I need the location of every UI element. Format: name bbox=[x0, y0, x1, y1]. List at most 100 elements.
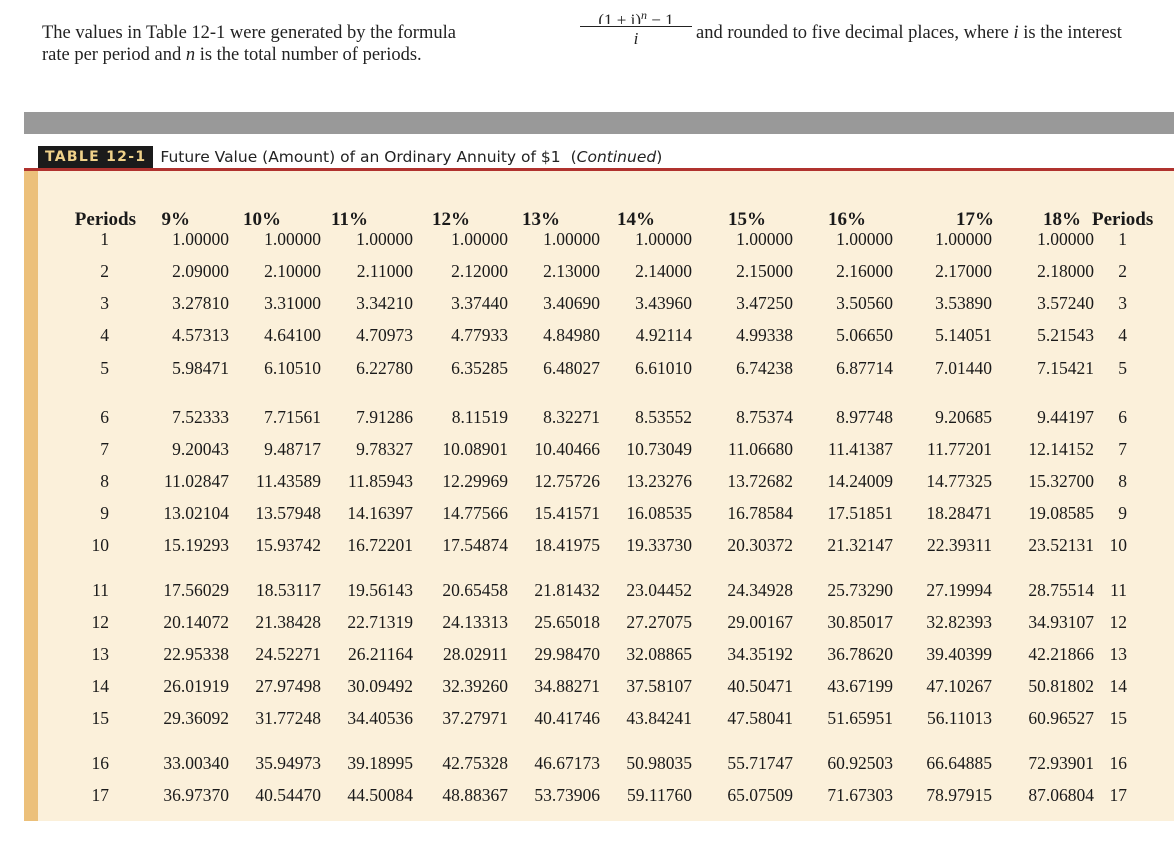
value-cell: 4.99338 bbox=[736, 325, 793, 345]
value-cell: 7.91286 bbox=[356, 407, 413, 427]
value-cell: 19.08585 bbox=[1028, 503, 1094, 523]
value-cell: 21.81432 bbox=[534, 580, 600, 600]
value-cell: 13.23276 bbox=[626, 471, 692, 491]
value-cell: 4.57313 bbox=[172, 325, 229, 345]
value-cell: 56.11013 bbox=[927, 708, 992, 728]
value-cell: 9.20043 bbox=[172, 439, 229, 459]
value-cell: 78.97915 bbox=[926, 785, 992, 805]
value-cell: 34.88271 bbox=[534, 676, 600, 696]
value-cell: 33.00340 bbox=[163, 753, 229, 773]
value-cell: 32.39260 bbox=[442, 676, 508, 696]
top-band bbox=[24, 112, 1174, 134]
period-cell-right: 10 bbox=[1109, 535, 1128, 555]
value-cell: 87.06804 bbox=[1028, 785, 1094, 805]
value-cell: 32.82393 bbox=[926, 612, 992, 632]
value-cell: 55.71747 bbox=[727, 753, 793, 773]
value-cell: 16.78584 bbox=[727, 503, 793, 523]
value-cell: 72.93901 bbox=[1028, 753, 1094, 773]
value-cell: 18.53117 bbox=[256, 580, 321, 600]
value-cell: 6.61010 bbox=[635, 358, 692, 378]
value-cell: 2.12000 bbox=[451, 261, 508, 281]
value-cell: 13.02104 bbox=[163, 503, 229, 523]
formula-numerator: (1 + i)n − 1 bbox=[598, 8, 674, 24]
value-cell: 50.81802 bbox=[1028, 676, 1094, 696]
period-cell-right: 13 bbox=[1109, 644, 1128, 664]
value-cell: 6.48027 bbox=[543, 358, 600, 378]
value-cell: 9.48717 bbox=[264, 439, 321, 459]
value-cell: 34.35192 bbox=[727, 644, 793, 664]
value-cell: 5.98471 bbox=[172, 358, 229, 378]
value-cell: 24.13313 bbox=[442, 612, 508, 632]
value-cell: 23.04452 bbox=[626, 580, 692, 600]
value-cell: 11.02847 bbox=[164, 471, 229, 491]
value-cell: 2.11000 bbox=[356, 261, 413, 281]
value-cell: 3.27810 bbox=[172, 293, 229, 313]
fraction-bar bbox=[580, 26, 692, 27]
period-cell-left: 4 bbox=[100, 325, 109, 345]
header-rate: 11% bbox=[331, 209, 368, 230]
value-cell: 8.97748 bbox=[836, 407, 893, 427]
value-cell: 15.19293 bbox=[163, 535, 229, 555]
value-cell: 18.28471 bbox=[926, 503, 992, 523]
value-cell: 3.53890 bbox=[935, 293, 992, 313]
period-cell-right: 14 bbox=[1109, 676, 1128, 696]
value-cell: 29.36092 bbox=[163, 708, 229, 728]
period-cell-right: 6 bbox=[1118, 407, 1127, 427]
value-cell: 7.01440 bbox=[935, 358, 992, 378]
value-cell: 11.43589 bbox=[256, 471, 321, 491]
header-rate: 18% bbox=[1043, 209, 1081, 230]
value-cell: 28.75514 bbox=[1028, 580, 1094, 600]
value-cell: 25.65018 bbox=[534, 612, 600, 632]
value-cell: 1.00000 bbox=[836, 229, 893, 249]
value-cell: 3.47250 bbox=[736, 293, 793, 313]
value-cell: 2.15000 bbox=[736, 261, 793, 281]
value-cell: 1.00000 bbox=[635, 229, 692, 249]
period-cell-left: 3 bbox=[100, 293, 109, 313]
value-cell: 11.06680 bbox=[728, 439, 793, 459]
value-cell: 12.29969 bbox=[442, 471, 508, 491]
table-title: Future Value (Amount) of an Ordinary Ann… bbox=[160, 148, 663, 166]
intro-text: The values in Table 12-1 were generated … bbox=[42, 23, 456, 43]
header-periods-right: Periods bbox=[1092, 209, 1154, 230]
value-cell: 27.27075 bbox=[626, 612, 692, 632]
value-cell: 14.77325 bbox=[926, 471, 992, 491]
value-cell: 30.09492 bbox=[347, 676, 413, 696]
value-cell: 35.94973 bbox=[255, 753, 321, 773]
value-cell: 6.74238 bbox=[736, 358, 793, 378]
value-cell: 10.08901 bbox=[442, 439, 508, 459]
value-cell: 2.16000 bbox=[836, 261, 893, 281]
period-cell-left: 5 bbox=[100, 358, 109, 378]
value-cell: 14.16397 bbox=[347, 503, 413, 523]
period-cell-right: 1 bbox=[1118, 229, 1127, 249]
value-cell: 5.21543 bbox=[1037, 325, 1094, 345]
value-cell: 23.52131 bbox=[1028, 535, 1094, 555]
value-cell: 1.00000 bbox=[543, 229, 600, 249]
value-cell: 53.73906 bbox=[534, 785, 600, 805]
annuity-formula: (1 + i)n − 1 i bbox=[580, 8, 692, 60]
value-cell: 60.96527 bbox=[1028, 708, 1094, 728]
value-cell: 34.40536 bbox=[347, 708, 413, 728]
value-cell: 4.70973 bbox=[356, 325, 413, 345]
value-cell: 4.84980 bbox=[543, 325, 600, 345]
value-cell: 1.00000 bbox=[451, 229, 508, 249]
value-cell: 2.10000 bbox=[264, 261, 321, 281]
value-cell: 29.98470 bbox=[534, 644, 600, 664]
value-cell: 14.77566 bbox=[442, 503, 508, 523]
value-cell: 29.00167 bbox=[727, 612, 793, 632]
intro-line-2: rate per period and n is the total numbe… bbox=[42, 45, 422, 65]
value-cell: 6.22780 bbox=[356, 358, 413, 378]
value-cell: 43.67199 bbox=[827, 676, 893, 696]
value-cell: 7.71561 bbox=[264, 407, 321, 427]
continued-note: (Continued) bbox=[570, 148, 663, 166]
value-cell: 32.08865 bbox=[626, 644, 692, 664]
value-cell: 10.40466 bbox=[534, 439, 600, 459]
value-cell: 42.21866 bbox=[1028, 644, 1094, 664]
intro-line-1: The values in Table 12-1 were generated … bbox=[42, 22, 456, 44]
value-cell: 11.85943 bbox=[348, 471, 413, 491]
value-cell: 14.24009 bbox=[827, 471, 893, 491]
value-cell: 17.51851 bbox=[827, 503, 893, 523]
period-cell-left: 12 bbox=[91, 612, 110, 632]
value-cell: 2.13000 bbox=[543, 261, 600, 281]
value-cell: 1.00000 bbox=[172, 229, 229, 249]
value-cell: 39.40399 bbox=[926, 644, 992, 664]
